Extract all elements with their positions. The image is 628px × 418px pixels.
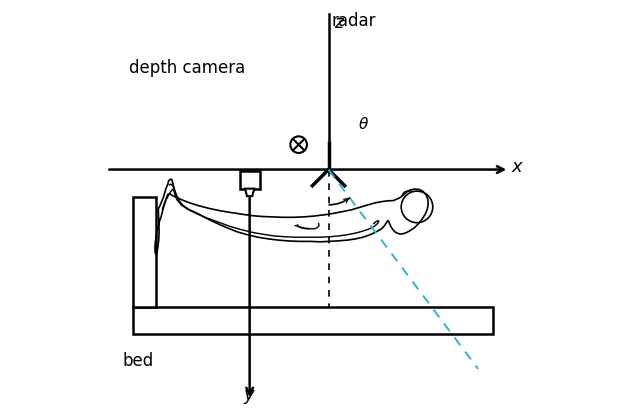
Bar (133, 196, 156, 306)
Text: depth camera: depth camera (129, 59, 246, 77)
Text: $\theta$: $\theta$ (357, 116, 369, 132)
Text: $y$: $y$ (243, 388, 256, 406)
Text: bed: bed (123, 352, 154, 370)
Text: radar: radar (331, 12, 376, 30)
Bar (133, 306, 492, 334)
Text: $z$: $z$ (334, 14, 345, 32)
Bar (240, 171, 259, 189)
Polygon shape (245, 189, 254, 196)
Text: $x$: $x$ (511, 158, 524, 176)
